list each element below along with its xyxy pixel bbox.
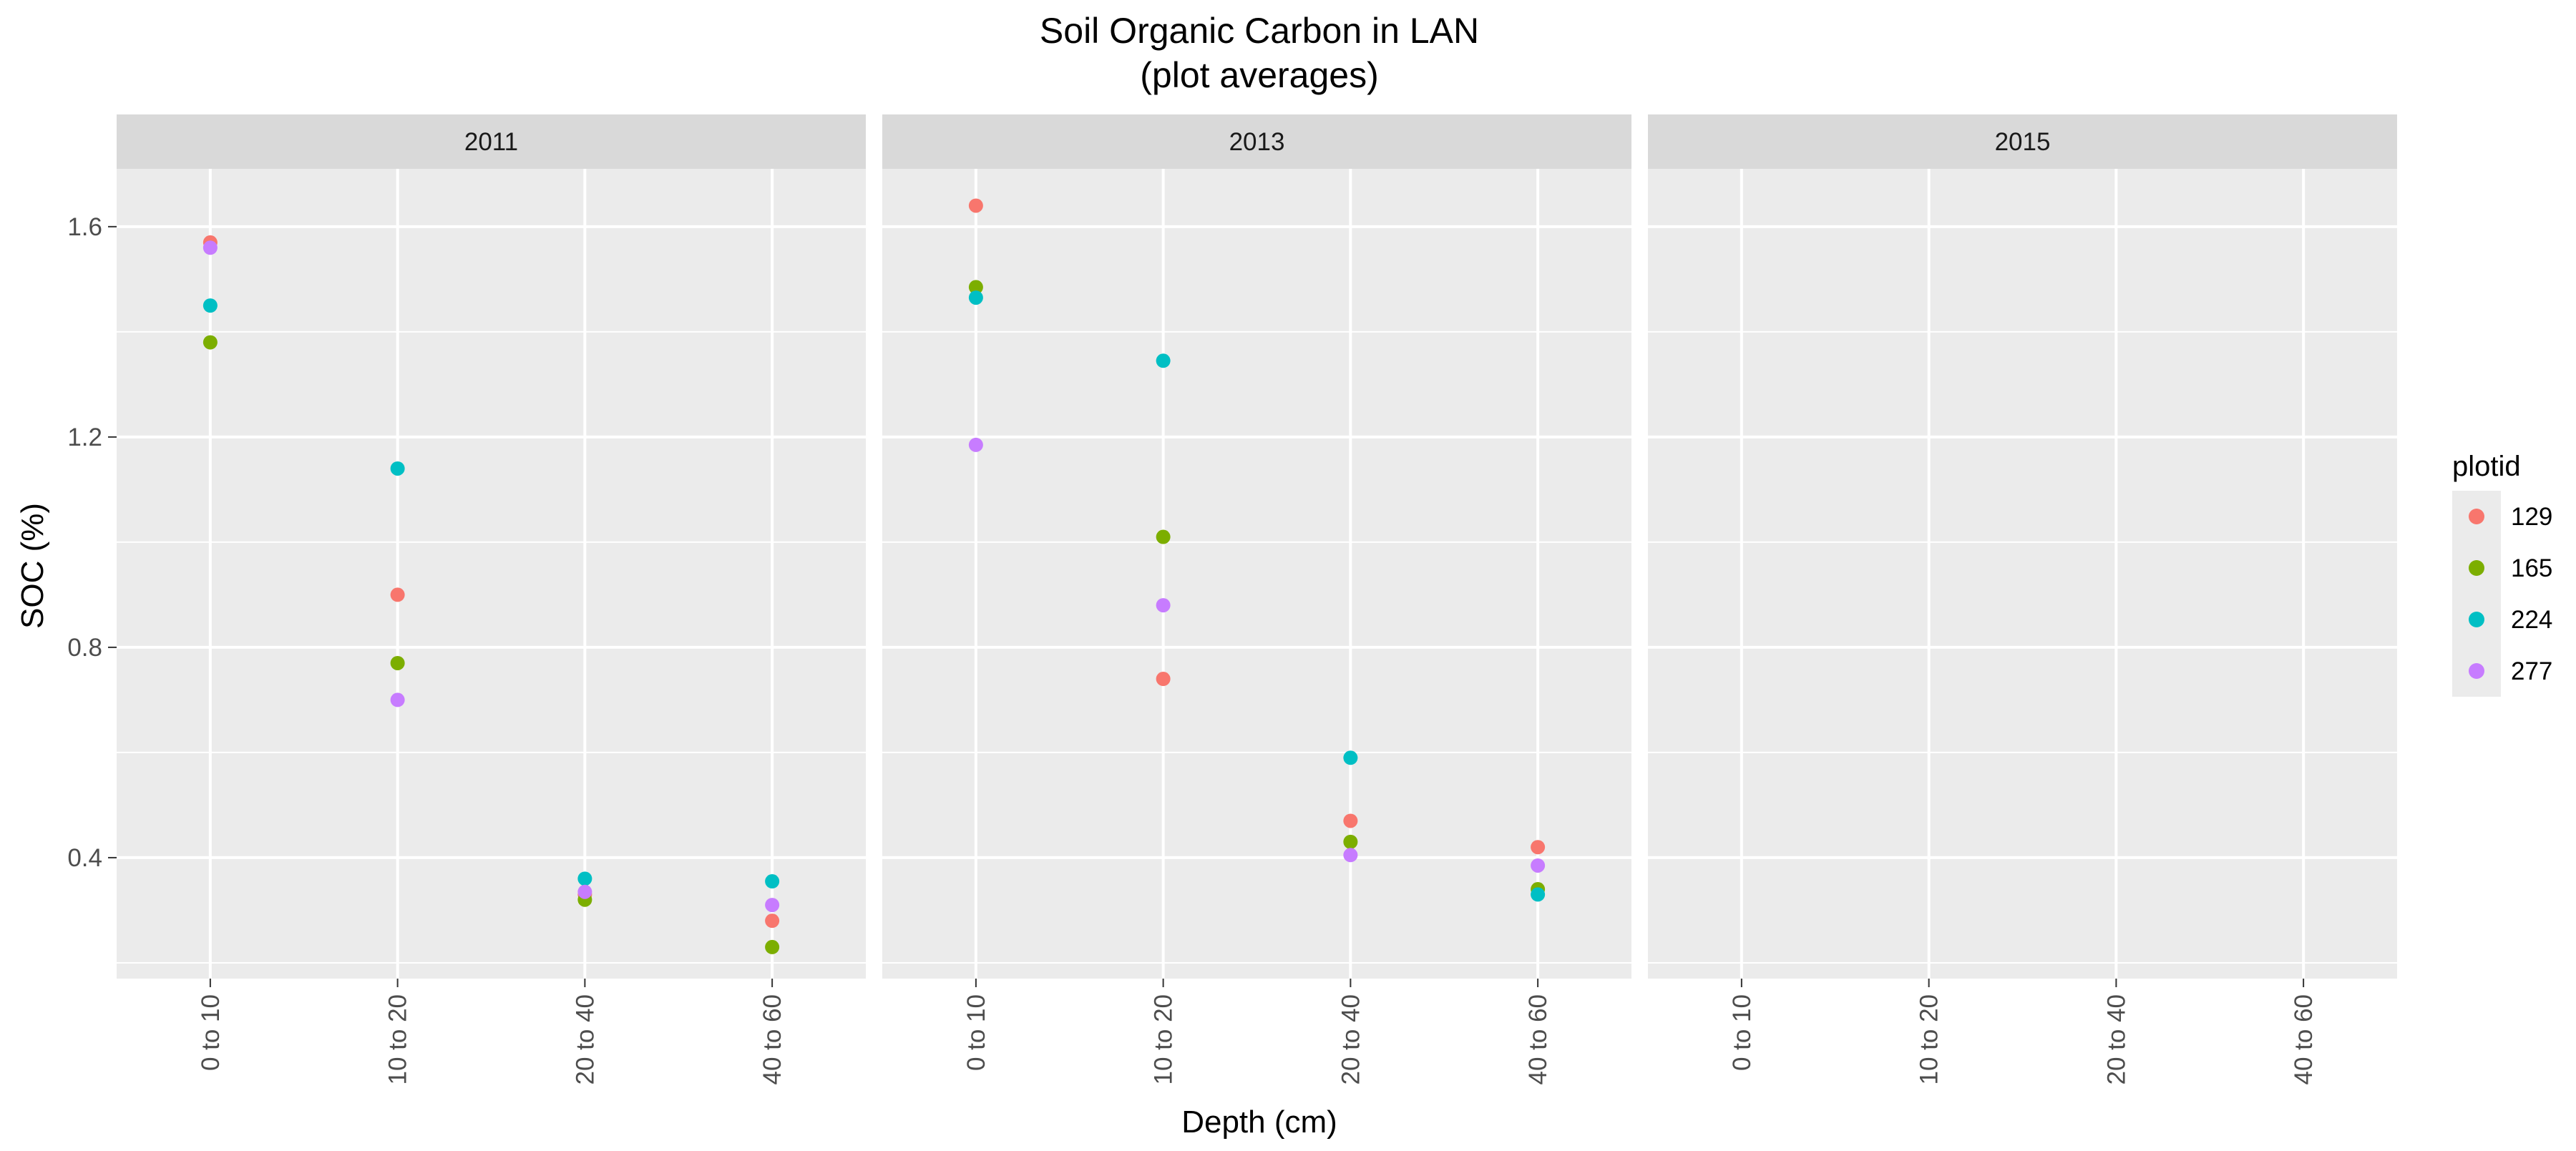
x-tick-label: 20 to 40 [1337, 994, 1365, 1085]
data-point-224 [203, 298, 218, 313]
x-tick-label: 10 to 20 [384, 994, 412, 1085]
x-tick-label: 20 to 40 [571, 994, 599, 1085]
legend-label: 277 [2511, 657, 2552, 685]
legend-label: 165 [2511, 554, 2552, 582]
legend-marker [2469, 560, 2484, 576]
facet-strip-label: 2011 [464, 128, 518, 156]
panel-background [882, 169, 1631, 979]
data-point-224 [1156, 353, 1171, 368]
data-point-224 [1531, 887, 1546, 902]
data-point-129 [1343, 813, 1358, 828]
legend-label: 129 [2511, 503, 2552, 531]
data-point-129 [765, 914, 780, 929]
x-tick-label: 40 to 60 [758, 994, 786, 1085]
data-point-277 [1343, 848, 1358, 863]
data-point-129 [1156, 672, 1171, 687]
facet-panel-2015: 2015 0 to 10 10 to 20 20 to 40 40 to 60 [1648, 114, 2397, 1085]
panel-background [1648, 169, 2397, 979]
data-point-224 [765, 874, 780, 889]
x-tick-label: 40 to 60 [2290, 994, 2318, 1085]
y-tick-label: 0.4 [67, 844, 102, 872]
legend: plotid 129 165 224 277 [2452, 451, 2552, 697]
data-point-129 [1531, 840, 1546, 855]
x-tick-label: 10 to 20 [1916, 994, 1943, 1085]
panel-background [117, 169, 866, 979]
data-point-277 [390, 692, 405, 707]
facet-panel-2013: 2013 0 to 10 10 to 20 20 to 40 40 to 60 [882, 114, 1631, 1085]
legend-marker [2469, 663, 2484, 679]
data-point-165 [390, 655, 405, 670]
facet-strip [117, 114, 866, 169]
x-tick-label: 20 to 40 [2102, 994, 2130, 1085]
x-axis-title: Depth (cm) [1181, 1105, 1337, 1140]
x-tick-label: 0 to 10 [1728, 994, 1756, 1071]
data-point-277 [968, 437, 983, 452]
data-point-277 [1156, 598, 1171, 613]
x-tick-label: 0 to 10 [197, 994, 225, 1071]
y-tick-label: 0.8 [67, 634, 102, 662]
legend-title: plotid [2452, 451, 2521, 482]
legend-marker [2469, 509, 2484, 524]
facet-panel-2011: 2011 0 to 10 10 to 20 20 to 40 40 to 60 [117, 114, 866, 1085]
facet-strip [882, 114, 1631, 169]
data-point-165 [203, 335, 218, 350]
facet-strip [1648, 114, 2397, 169]
facet-strip-label: 2015 [1995, 128, 2051, 156]
data-point-224 [1343, 750, 1358, 765]
data-point-277 [203, 240, 218, 255]
data-point-277 [1531, 858, 1546, 873]
facet-strip-label: 2013 [1229, 128, 1285, 156]
data-point-165 [968, 280, 983, 295]
data-point-129 [968, 198, 983, 213]
x-tick-label: 40 to 60 [1524, 994, 1552, 1085]
y-axis-title: SOC (%) [15, 503, 50, 629]
legend-label: 224 [2511, 606, 2552, 634]
legend-marker [2469, 612, 2484, 627]
data-point-224 [577, 871, 592, 886]
data-point-165 [1343, 834, 1358, 849]
x-tick-label: 0 to 10 [962, 994, 990, 1071]
chart-title: Soil Organic Carbon in LAN [1040, 11, 1479, 51]
y-axis: 0.4 0.8 1.2 1.6 [67, 213, 117, 872]
y-tick-label: 1.2 [67, 423, 102, 451]
y-tick-label: 1.6 [67, 213, 102, 241]
data-point-277 [577, 884, 592, 899]
facet-panels: 2011 0 to 10 10 to 20 20 to 40 40 to 60 2013 0… [117, 114, 2397, 1085]
chart-subtitle: (plot averages) [1140, 55, 1379, 95]
data-point-224 [968, 290, 983, 305]
data-point-277 [765, 898, 780, 913]
x-tick-label: 10 to 20 [1150, 994, 1178, 1085]
data-point-165 [1156, 529, 1171, 544]
data-point-129 [390, 587, 405, 602]
data-point-165 [765, 939, 780, 954]
data-point-224 [390, 461, 405, 476]
